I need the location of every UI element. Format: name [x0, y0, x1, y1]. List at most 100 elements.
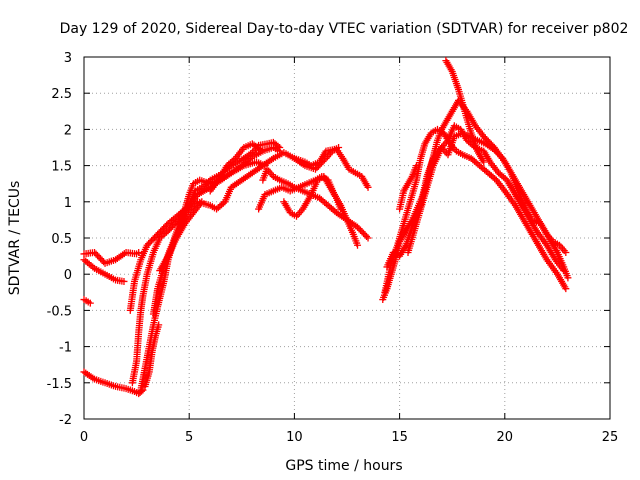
y-axis-label: SDTVAR / TECUs	[7, 181, 23, 296]
data-point	[219, 199, 227, 207]
y-tick-label: 2.5	[51, 87, 72, 102]
data-point	[360, 229, 368, 237]
data-point	[354, 223, 362, 231]
series-trace-18	[396, 162, 420, 213]
data-point	[148, 237, 156, 245]
series-trace-13	[290, 144, 343, 173]
y-tick-label: 0	[64, 268, 72, 283]
axis-ticks: 0 5 10 15 20 25 -2 -1.5 -1 -0.5 0 0.5 1 1.5 2 2.5 3	[47, 51, 619, 445]
series-trace-2	[80, 256, 128, 285]
data-point	[158, 226, 166, 234]
data-points	[80, 57, 572, 398]
y-tick-label: -2	[59, 413, 72, 428]
data-point	[255, 145, 263, 153]
y-tick-label: 3	[64, 51, 72, 66]
data-point	[311, 165, 319, 173]
series-trace-8	[141, 321, 163, 390]
x-axis-label: GPS time / hours	[285, 458, 402, 474]
data-point	[149, 235, 157, 243]
y-tick-label: 1	[64, 196, 72, 211]
data-point	[163, 221, 171, 229]
data-point	[98, 256, 106, 264]
data-point	[86, 299, 94, 307]
x-tick-label: 25	[602, 430, 619, 445]
data-point	[491, 175, 499, 183]
data-point	[483, 136, 491, 144]
x-tick-label: 0	[80, 430, 88, 445]
data-point	[480, 133, 488, 141]
y-tick-label: -1	[59, 341, 72, 356]
data-point	[412, 162, 420, 170]
data-point	[146, 238, 154, 246]
y-tick-label: -0.5	[47, 304, 72, 319]
data-point	[320, 156, 328, 164]
data-point	[186, 206, 194, 214]
data-point	[164, 227, 172, 235]
data-point	[230, 156, 238, 164]
data-point	[361, 231, 369, 239]
data-point	[564, 274, 572, 282]
data-point	[313, 164, 321, 172]
series-trace-17	[404, 129, 570, 256]
data-point	[185, 207, 193, 215]
data-point	[169, 222, 177, 230]
data-point	[354, 241, 362, 249]
series-trace-4	[80, 368, 147, 398]
data-point	[257, 146, 265, 154]
data-point	[355, 225, 363, 233]
x-tick-label: 20	[497, 430, 514, 445]
data-point	[152, 232, 160, 240]
series-trace-19	[442, 57, 488, 166]
y-tick-label: -1.5	[47, 377, 72, 392]
data-point	[183, 209, 191, 217]
x-tick-label: 15	[391, 430, 408, 445]
series-trace-20	[206, 140, 265, 195]
series-trace-3	[80, 296, 94, 307]
data-point	[358, 228, 366, 236]
y-tick-label: 2	[64, 123, 72, 138]
data-point	[198, 198, 206, 206]
data-point	[205, 178, 213, 186]
data-point	[166, 225, 174, 233]
series-trace-9	[149, 145, 372, 318]
data-point	[560, 267, 568, 275]
data-point	[314, 162, 322, 170]
data-point	[154, 230, 162, 238]
data-point	[120, 277, 128, 285]
data-point	[155, 229, 163, 237]
data-point	[274, 142, 282, 150]
data-point	[335, 144, 343, 151]
data-point	[276, 144, 284, 151]
data-point	[155, 321, 163, 329]
series-trace-7	[137, 158, 269, 394]
y-tick-label: 1.5	[51, 160, 72, 175]
data-point	[145, 240, 153, 248]
data-point	[151, 233, 159, 241]
data-point	[135, 248, 143, 256]
x-tick-label: 5	[185, 430, 193, 445]
data-point	[157, 227, 165, 235]
data-point	[357, 226, 365, 234]
data-point	[562, 248, 570, 256]
data-point	[364, 183, 372, 191]
data-point	[143, 241, 151, 249]
data-point	[160, 224, 168, 232]
data-point	[91, 248, 99, 256]
x-tick-label: 10	[286, 430, 303, 445]
data-point	[480, 158, 488, 166]
data-point	[363, 232, 371, 240]
data-point	[167, 224, 175, 232]
data-point	[94, 252, 102, 260]
data-point	[316, 161, 324, 169]
data-point	[97, 255, 105, 263]
data-point	[161, 223, 169, 231]
data-point	[317, 159, 325, 167]
data-point	[95, 253, 103, 261]
data-point	[337, 205, 345, 213]
data-point	[162, 228, 170, 236]
y-tick-label: 0.5	[51, 232, 72, 247]
data-point	[364, 234, 372, 242]
chart-title: Day 129 of 2020, Sidereal Day-to-day VTE…	[60, 21, 629, 37]
data-point	[319, 157, 327, 165]
